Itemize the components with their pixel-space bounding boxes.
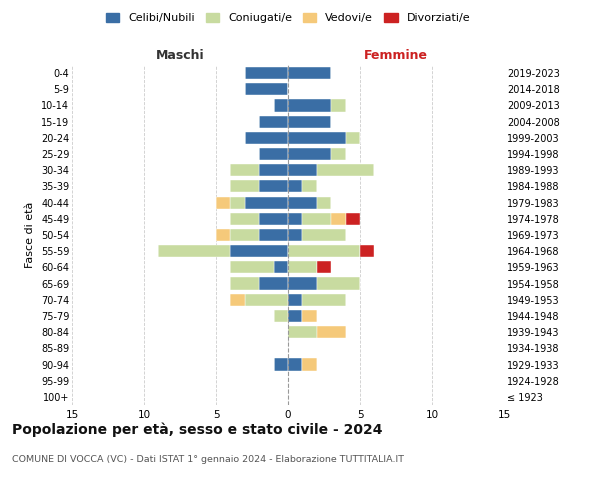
Bar: [245, 196, 288, 208]
Bar: [317, 196, 331, 208]
Bar: [288, 212, 302, 225]
Bar: [259, 148, 288, 160]
Bar: [288, 294, 302, 306]
Bar: [302, 180, 317, 192]
Bar: [216, 229, 230, 241]
Text: COMUNE DI VOCCA (VC) - Dati ISTAT 1° gennaio 2024 - Elaborazione TUTTITALIA.IT: COMUNE DI VOCCA (VC) - Dati ISTAT 1° gen…: [12, 455, 404, 464]
Bar: [302, 310, 317, 322]
Bar: [346, 132, 360, 144]
Bar: [317, 326, 346, 338]
Bar: [302, 294, 346, 306]
Y-axis label: Fasce di età: Fasce di età: [25, 202, 35, 268]
Bar: [317, 262, 331, 274]
Bar: [245, 294, 288, 306]
Bar: [288, 116, 331, 128]
Bar: [230, 180, 259, 192]
Bar: [346, 212, 360, 225]
Bar: [230, 278, 259, 289]
Bar: [288, 278, 317, 289]
Bar: [317, 164, 374, 176]
Bar: [230, 196, 245, 208]
Bar: [288, 180, 302, 192]
Text: Femmine: Femmine: [364, 48, 428, 62]
Bar: [288, 148, 331, 160]
Bar: [288, 196, 317, 208]
Bar: [288, 326, 317, 338]
Bar: [302, 212, 331, 225]
Text: Maschi: Maschi: [155, 48, 205, 62]
Bar: [288, 358, 302, 370]
Bar: [259, 180, 288, 192]
Bar: [288, 164, 317, 176]
Bar: [274, 310, 288, 322]
Bar: [288, 245, 360, 258]
Bar: [274, 358, 288, 370]
Bar: [274, 262, 288, 274]
Bar: [230, 229, 259, 241]
Bar: [230, 212, 259, 225]
Bar: [259, 116, 288, 128]
Text: Popolazione per età, sesso e stato civile - 2024: Popolazione per età, sesso e stato civil…: [12, 422, 383, 437]
Bar: [259, 212, 288, 225]
Bar: [230, 164, 259, 176]
Legend: Celibi/Nubili, Coniugati/e, Vedovi/e, Divorziati/e: Celibi/Nubili, Coniugati/e, Vedovi/e, Di…: [101, 8, 475, 28]
Bar: [331, 100, 346, 112]
Bar: [302, 229, 346, 241]
Bar: [259, 229, 288, 241]
Bar: [331, 148, 346, 160]
Bar: [288, 229, 302, 241]
Bar: [245, 83, 288, 96]
Bar: [288, 262, 317, 274]
Bar: [288, 132, 346, 144]
Bar: [245, 67, 288, 79]
Bar: [360, 245, 374, 258]
Bar: [230, 294, 245, 306]
Bar: [245, 132, 288, 144]
Bar: [274, 100, 288, 112]
Bar: [259, 164, 288, 176]
Bar: [230, 245, 288, 258]
Bar: [317, 278, 360, 289]
Bar: [230, 262, 274, 274]
Bar: [288, 67, 331, 79]
Bar: [288, 310, 302, 322]
Bar: [331, 212, 346, 225]
Bar: [216, 196, 230, 208]
Bar: [259, 278, 288, 289]
Bar: [302, 358, 317, 370]
Bar: [158, 245, 230, 258]
Bar: [288, 100, 331, 112]
